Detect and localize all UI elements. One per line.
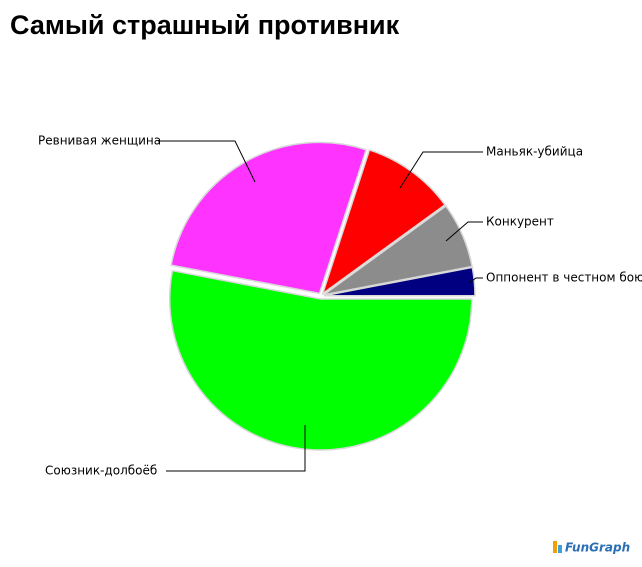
pie-slice <box>170 141 368 295</box>
slice-label: Оппонент в честном бою <box>486 271 642 285</box>
leader-line <box>158 140 256 183</box>
leader-line <box>166 425 306 472</box>
watermark: FunGraph <box>565 541 630 555</box>
pie-slice <box>323 205 473 296</box>
pie-slice <box>321 149 446 296</box>
pie <box>168 141 476 451</box>
logo-bar <box>553 541 557 553</box>
pie-slice <box>323 266 476 297</box>
leader-line <box>445 221 483 242</box>
leader-line <box>468 277 483 284</box>
slice-label: Ревнивая женщина <box>38 134 161 148</box>
slice-label: Конкурент <box>486 215 554 229</box>
pie-slice <box>168 269 473 451</box>
leader-line <box>399 151 483 189</box>
chart-title: Самый страшный противник <box>10 10 400 40</box>
slice-label: Союзник-долбоёб <box>45 464 157 478</box>
logo-bar <box>558 545 562 553</box>
labels: Оппонент в честном бою Конкурент Маньяк-уб… <box>38 134 642 478</box>
slice-label: Маньяк-убийца <box>486 145 583 159</box>
